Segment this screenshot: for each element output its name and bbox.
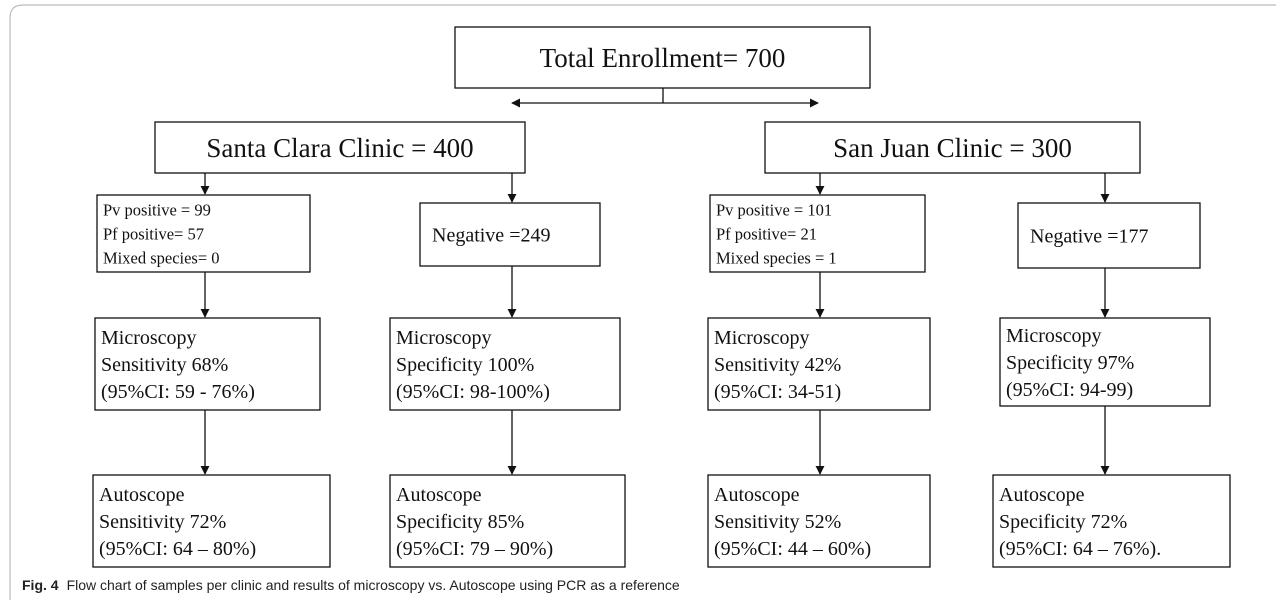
node-box: [154, 121, 526, 174]
node-box: [419, 202, 601, 267]
node-text: Pf positive= 57: [103, 224, 204, 243]
node-text: (95%CI: 94-99): [1006, 379, 1133, 401]
node-box: [1017, 202, 1201, 269]
node-text: Pv positive = 101: [716, 200, 832, 219]
node-text: (95%CI: 64 – 80%): [99, 538, 256, 560]
node-text: (95%CI: 34-51): [714, 381, 841, 403]
node-box: [764, 121, 1141, 174]
node-text: Santa Clara Clinic = 400: [206, 133, 473, 163]
node-text: Pf positive= 21: [716, 224, 817, 243]
node-box: [92, 474, 331, 568]
node-text: (95%CI: 44 – 60%): [714, 538, 871, 560]
node-text: Autoscope: [396, 484, 482, 506]
caption: Fig. 4 Flow chart of samples per clinic a…: [22, 577, 680, 593]
node-text: (95%CI: 64 – 76%).: [999, 538, 1161, 560]
node-box: [389, 474, 626, 568]
node-box: [999, 317, 1211, 407]
node-box: [389, 317, 621, 411]
node-text: Negative =177: [1030, 226, 1148, 248]
node-text: Sensitivity 72%: [99, 511, 226, 533]
node-text: Specificity 97%: [1006, 352, 1134, 374]
node-box: [707, 474, 931, 568]
node-text: Mixed species = 1: [716, 248, 837, 267]
node-text: (95%CI: 98-100%): [396, 381, 550, 403]
node-box: [94, 317, 321, 411]
node-text: Microscopy: [1006, 325, 1102, 347]
node-text: Autoscope: [999, 484, 1085, 506]
node-text: Microscopy: [101, 327, 197, 349]
node-text: Microscopy: [396, 327, 492, 349]
node-text: Autoscope: [99, 484, 185, 506]
node-box: [992, 474, 1231, 568]
frame: [9, 4, 1276, 600]
node-text: Sensitivity 52%: [714, 511, 841, 533]
node-text: Microscopy: [714, 327, 810, 349]
node-box: [707, 317, 931, 411]
node-text: Sensitivity 68%: [101, 354, 228, 376]
caption-label: Fig. 4: [22, 577, 59, 593]
node-text: Negative =249: [432, 225, 550, 247]
node-text: Total Enrollment= 700: [540, 43, 786, 73]
flowchart: Total Enrollment= 700 Santa Clara Clinic …: [92, 26, 1231, 568]
node-box: [709, 194, 926, 273]
node-text: (95%CI: 59 - 76%): [101, 381, 255, 403]
node-text: (95%CI: 79 – 90%): [396, 538, 553, 560]
node-text: Specificity 72%: [999, 511, 1127, 533]
node-text: Pv positive = 99: [103, 200, 211, 219]
node-text: Autoscope: [714, 484, 800, 506]
node-text: Specificity 85%: [396, 511, 524, 533]
node-box: [96, 194, 311, 273]
node-text: Mixed species= 0: [103, 248, 220, 267]
node-text: Specificity 100%: [396, 354, 534, 376]
node-text: Sensitivity 42%: [714, 354, 841, 376]
node-text: San Juan Clinic = 300: [833, 133, 1072, 163]
caption-text: Flow chart of samples per clinic and res…: [67, 577, 680, 593]
